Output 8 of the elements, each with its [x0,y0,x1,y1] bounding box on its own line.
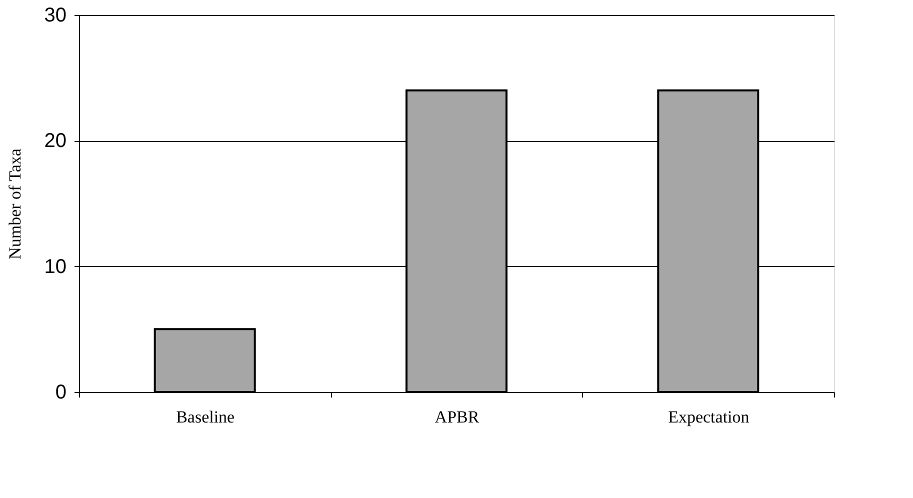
y-tick-label: 20 [44,130,66,152]
y-tick-label: 0 [55,382,66,404]
y-axis-title: Number of Taxa [5,148,24,260]
x-tick-label: APBR [434,408,480,426]
x-tick-label: Expectation [668,408,750,426]
y-tick-label: 30 [44,4,66,26]
y-tick-label: 10 [44,256,66,278]
x-tick-label: Baseline [176,408,235,426]
